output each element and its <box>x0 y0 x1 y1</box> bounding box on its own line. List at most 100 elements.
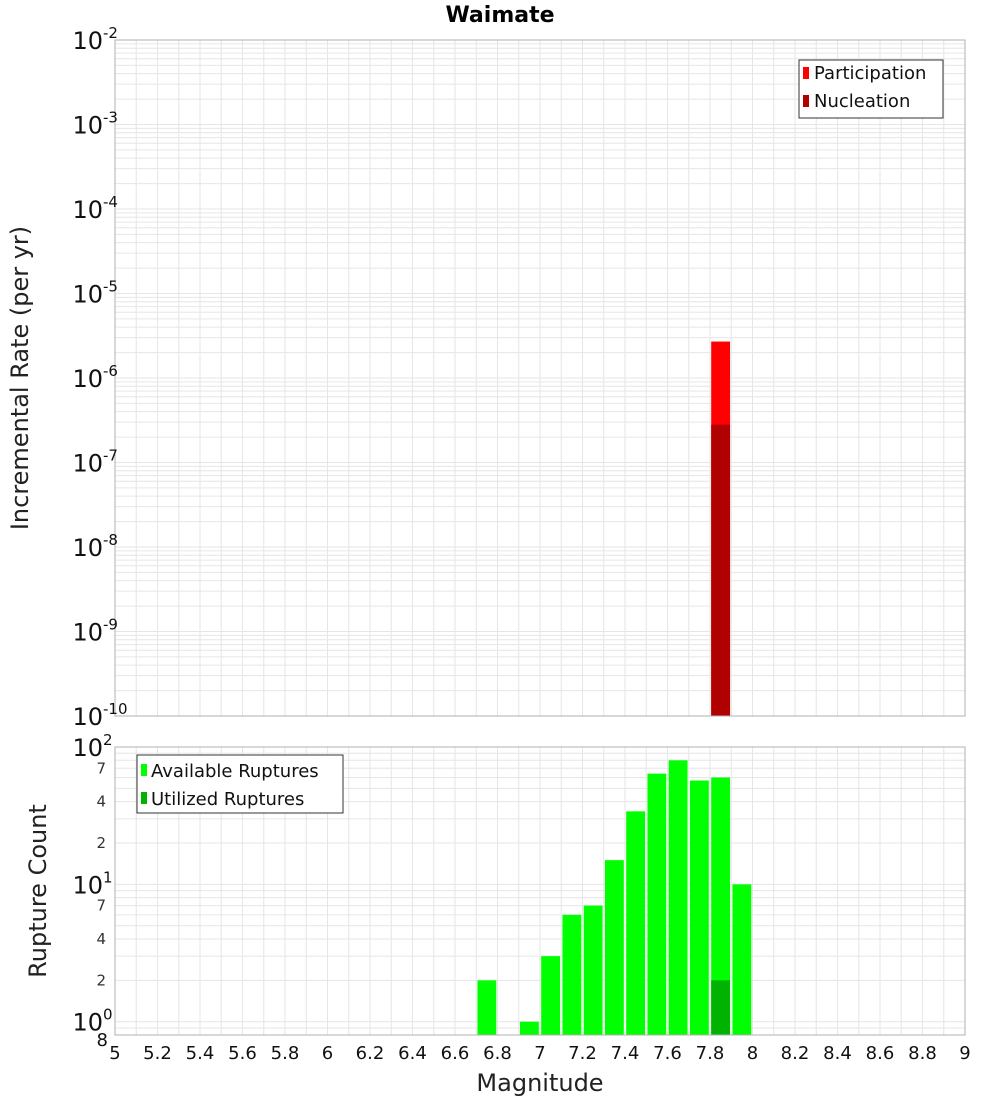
bottom-y-tick: 10 0 <box>72 1006 112 1037</box>
top-legend: Participation Nucleation <box>798 59 944 119</box>
legend-swatch-participation <box>803 67 809 79</box>
bar-available-ruptures <box>477 980 497 1035</box>
top-y-tick-base: 10 <box>72 112 103 140</box>
top-y-tick-base: 10 <box>72 703 103 731</box>
top-y-tick-base: 10 <box>72 534 103 562</box>
bottom-y-tick: 10 2 <box>72 731 112 762</box>
top-y-tick-exponent: -4 <box>103 193 118 211</box>
bar-available-ruptures <box>626 811 646 1035</box>
top-y-tick-exponent: -8 <box>103 531 118 549</box>
x-tick-label: 8.4 <box>823 1043 852 1064</box>
bottom-plot-bars <box>477 760 752 1035</box>
top-y-tick-exponent: -7 <box>103 447 118 465</box>
top-y-tick: 10 -4 <box>72 193 118 224</box>
bar-available-ruptures <box>668 760 688 1035</box>
top-y-tick-base: 10 <box>72 281 103 309</box>
top-y-tick: 10 -5 <box>72 278 118 309</box>
top-y-tick: 10 -6 <box>72 362 118 393</box>
top-y-tick-exponent: -9 <box>103 616 118 634</box>
bar-available-ruptures <box>541 956 561 1035</box>
bottom-y-tick-base: 10 <box>72 1009 103 1037</box>
top-y-axis-label: Incremental Rate (per yr) <box>6 226 34 530</box>
x-tick-label: 6.8 <box>483 1043 512 1064</box>
bottom-y-minor-tick-label: 7 <box>96 759 106 777</box>
top-y-tick: 10 -7 <box>72 447 118 478</box>
bottom-legend: Available Ruptures Utilized Ruptures <box>136 754 344 814</box>
bottom-plot-frame <box>114 746 966 1036</box>
bottom-y-minor-tick-label: 7 <box>96 897 106 915</box>
bar-available-ruptures <box>604 860 624 1035</box>
legend-label-participation: Participation <box>814 63 926 84</box>
x-tick-label: 8 <box>747 1043 758 1064</box>
x-tick-label: 5.8 <box>271 1043 300 1064</box>
x-tick-label: 8.8 <box>908 1043 937 1064</box>
x-tick-label: 7.8 <box>696 1043 725 1064</box>
top-plot-bars <box>711 341 731 716</box>
bar-nucleation <box>711 424 731 716</box>
bottom-y-axis-label: Rupture Count <box>24 804 52 978</box>
x-tick-label: 7 <box>534 1043 545 1064</box>
bottom-y-tick-exponent: 2 <box>103 731 113 749</box>
top-y-tick-exponent: -6 <box>103 362 118 380</box>
bottom-y-min-tick-label: 8 <box>97 1030 108 1051</box>
x-tick-label: 5.2 <box>143 1043 172 1064</box>
bottom-y-minor-tick-label: 2 <box>96 971 106 989</box>
x-tick-label: 7.6 <box>653 1043 682 1064</box>
bottom-y-minor-tick-label: 4 <box>96 793 106 811</box>
top-y-tick: 10 -9 <box>72 616 118 647</box>
top-y-tick-base: 10 <box>72 450 103 478</box>
x-tick-label: 5 <box>109 1043 120 1064</box>
x-tick-label: 7.4 <box>611 1043 640 1064</box>
x-tick-label: 8.6 <box>866 1043 895 1064</box>
x-axis-label: Magnitude <box>476 1069 603 1097</box>
bar-available-ruptures <box>562 914 582 1035</box>
legend-swatch-utilized-ruptures <box>141 792 147 804</box>
legend-label-utilized-ruptures: Utilized Ruptures <box>151 789 304 810</box>
bar-available-ruptures <box>732 884 752 1035</box>
bottom-y-tick: 10 1 <box>72 868 112 899</box>
top-y-tick: 10 -8 <box>72 531 118 562</box>
top-y-tick-exponent: -2 <box>103 24 118 42</box>
x-tick-label: 5.6 <box>228 1043 257 1064</box>
x-tick-label: 7.2 <box>568 1043 597 1064</box>
top-plot-frame <box>114 39 966 717</box>
legend-label-available-ruptures: Available Ruptures <box>151 761 319 782</box>
bar-available-ruptures <box>711 777 731 1035</box>
bottom-y-tick-exponent: 0 <box>103 1006 113 1024</box>
bar-available-ruptures <box>519 1021 539 1035</box>
x-tick-label: 5.4 <box>186 1043 215 1064</box>
x-tick-labels: 5 5.2 5.4 5.6 5.8 6 6.2 6.4 6.6 6.8 7 7.2 7.4 7.6 7.8 8… <box>109 1043 970 1064</box>
top-y-tick-base: 10 <box>72 365 103 393</box>
bottom-legend-box <box>136 754 344 814</box>
bottom-y-tick-exponent: 1 <box>103 868 113 886</box>
top-y-tick-base: 10 <box>72 27 103 55</box>
legend-swatch-available-ruptures <box>141 764 147 776</box>
bottom-y-minor-tick-label: 2 <box>96 834 106 852</box>
top-y-tick: 10 -10 <box>72 700 127 731</box>
top-y-tick-base: 10 <box>72 196 103 224</box>
legend-swatch-nucleation <box>803 95 809 107</box>
top-y-tick-exponent: -3 <box>103 109 118 127</box>
bottom-y-tick-base: 10 <box>72 734 103 762</box>
chart-title: Waimate <box>445 3 554 28</box>
bar-available-ruptures <box>689 780 709 1035</box>
bar-available-ruptures <box>647 773 667 1035</box>
x-tick-label: 6.4 <box>398 1043 427 1064</box>
top-plot-grid <box>114 39 966 717</box>
x-tick-label: 8.2 <box>781 1043 810 1064</box>
x-tick-label: 6 <box>322 1043 333 1064</box>
bottom-y-minor-tick-label: 4 <box>96 930 106 948</box>
x-tick-label: 6.6 <box>441 1043 470 1064</box>
top-y-tick: 10 -3 <box>72 109 118 140</box>
top-y-tick-base: 10 <box>72 619 103 647</box>
x-tick-label: 6.2 <box>356 1043 385 1064</box>
top-legend-box <box>798 59 944 119</box>
top-y-tick-exponent: -5 <box>103 278 118 296</box>
legend-label-nucleation: Nucleation <box>814 91 910 112</box>
top-y-tick: 10 -2 <box>72 24 118 55</box>
x-tick-label: 9 <box>959 1043 970 1064</box>
bar-utilized-ruptures <box>711 980 731 1035</box>
